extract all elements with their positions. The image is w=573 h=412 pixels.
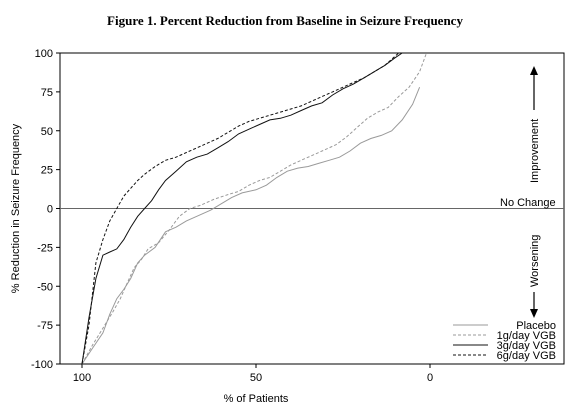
x-axis-label: % of Patients (224, 393, 289, 405)
y-axis-label: % Reduction in Seizure Frequency (10, 123, 22, 293)
x-tick-label: 50 (250, 372, 262, 384)
x-axis: 100 50 0 (73, 364, 433, 384)
x-tick-label: 0 (427, 372, 433, 384)
y-tick-label: 0 (47, 204, 53, 216)
y-tick-label: -75 (37, 320, 53, 332)
legend-label-1: 1g/day VGB (497, 330, 556, 342)
y-tick-label: 100 (35, 48, 53, 60)
legend-label-3: 6g/day VGB (497, 350, 556, 362)
improvement-arrowhead-icon (530, 66, 538, 75)
y-tick-label: 25 (41, 165, 53, 177)
legend-label-0: Placebo (516, 320, 556, 332)
improvement-annotation: Improvement (529, 66, 541, 183)
worsening-annotation: Worsening (529, 235, 541, 318)
worsening-label: Worsening (529, 235, 541, 287)
no-change-label: No Change (500, 197, 556, 209)
worsening-arrowhead-icon (530, 309, 538, 318)
y-axis: 100 75 50 25 0 -25 -50 -75 -100 (31, 48, 60, 371)
improvement-label: Improvement (529, 119, 541, 183)
series-line-1 (81, 52, 427, 365)
y-tick-label: 75 (41, 87, 53, 99)
y-tick-label: -50 (37, 281, 53, 293)
x-tick-label: 100 (73, 372, 91, 384)
series-line-3 (81, 52, 400, 365)
y-tick-label: -25 (37, 242, 53, 254)
legend-label-2: 3g/day VGB (497, 340, 556, 352)
y-tick-label: 50 (41, 126, 53, 138)
y-tick-label: -100 (31, 359, 53, 371)
series-line-0 (81, 87, 421, 365)
series-line-2 (81, 52, 403, 365)
chart-title: Figure 1. Percent Reduction from Baselin… (107, 13, 463, 28)
series-layer (81, 52, 427, 365)
